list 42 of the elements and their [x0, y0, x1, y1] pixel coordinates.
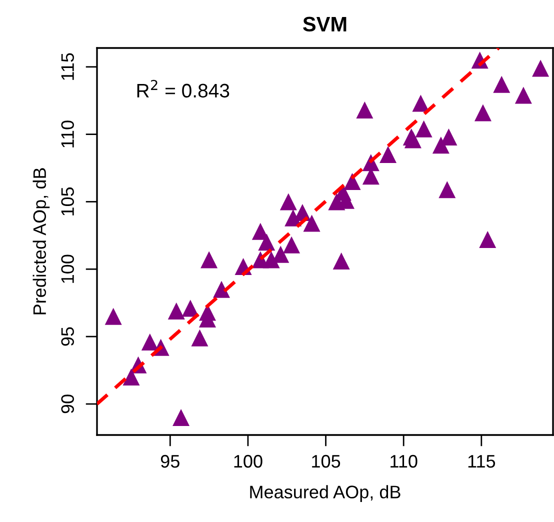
point [479, 230, 496, 248]
point [432, 136, 450, 154]
x-axis-title: Measured AOp, dB [250, 485, 400, 502]
point [258, 234, 276, 251]
x-tick-label: 105 [312, 454, 340, 468]
point [344, 172, 361, 190]
point [332, 252, 350, 270]
x-tick-label: 95 [160, 454, 180, 468]
point [474, 104, 492, 122]
point [438, 181, 456, 198]
point [168, 302, 185, 320]
point [412, 94, 430, 112]
point [532, 60, 550, 77]
point [191, 329, 208, 346]
y-tick-label: 100 [61, 254, 74, 283]
point [356, 102, 374, 119]
x-tick-label: 110 [390, 454, 418, 468]
point [200, 251, 218, 268]
point [213, 280, 230, 298]
y-tick-label: 115 [61, 53, 74, 80]
point [303, 214, 320, 232]
point [182, 300, 199, 317]
point [283, 236, 300, 254]
point [141, 333, 158, 350]
annotation: R$^{2}$ = 0.843 [137, 80, 230, 98]
y-tick-label: 105 [61, 187, 74, 216]
point [415, 120, 432, 138]
point [404, 131, 422, 148]
x-tick-label: 100 [234, 454, 262, 468]
x-tick-label: 115 [468, 455, 496, 468]
y-axis-title: Predicted AOp, dB [32, 168, 50, 314]
y-tick-label: 110 [61, 120, 74, 148]
point [380, 146, 397, 164]
point [514, 86, 532, 104]
point [172, 408, 190, 426]
point [122, 368, 140, 386]
y-tick-label: 90 [61, 394, 74, 414]
y-tick-label: 95 [61, 327, 74, 346]
point [280, 193, 297, 210]
chart-title: SVM [303, 16, 346, 32]
point [104, 308, 122, 325]
point [493, 76, 510, 93]
